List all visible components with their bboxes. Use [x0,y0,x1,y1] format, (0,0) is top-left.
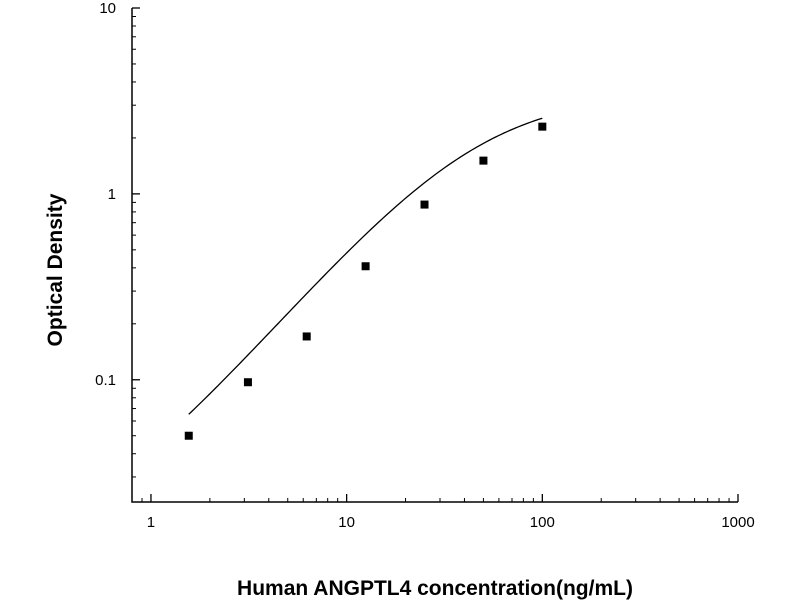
data-point [184,431,193,440]
data-point [243,378,252,387]
x-tick-label: 100 [530,514,555,531]
y-tick-label: 0.1 [95,372,116,389]
x-tick-label: 1 [147,514,155,531]
y-tick-label: 1 [108,186,116,203]
data-point [302,332,311,341]
x-tick-label: 1000 [721,514,754,531]
axis-lines [131,8,738,503]
data-point [479,156,488,165]
data-point [538,122,547,131]
major-ticks [132,7,739,502]
fit-curve [188,117,543,415]
tick-labels: 1 10 100 1000 0.1 1 10 [95,0,755,531]
y-tick-label: 10 [99,0,116,17]
x-axis-title: Human ANGPTL4 concentration(ng/mL) [237,577,633,600]
minor-ticks [131,16,730,502]
data-point [361,262,370,271]
data-point [420,200,429,209]
y-axis-title: Optical Density [44,193,67,346]
data-points [184,122,547,440]
x-tick-label: 10 [338,514,355,531]
